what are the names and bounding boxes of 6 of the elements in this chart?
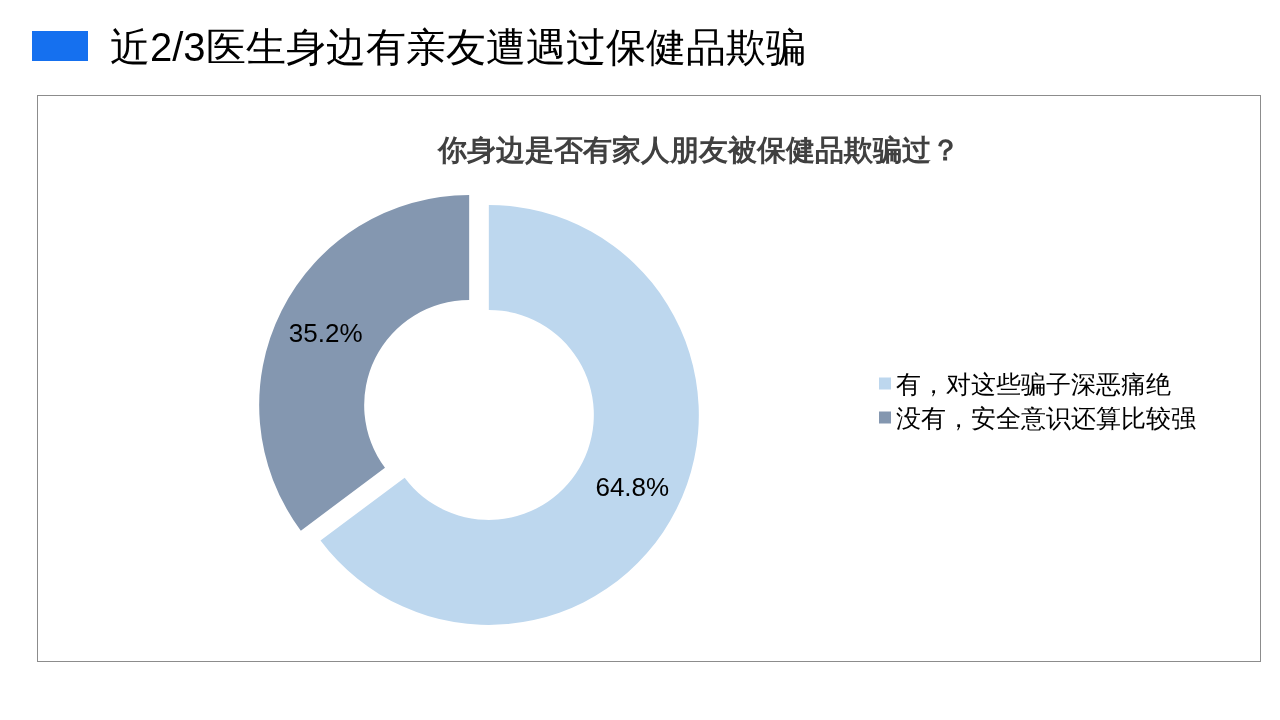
legend-label: 没有，安全意识还算比较强 bbox=[896, 403, 1196, 432]
legend-label: 有，对这些骗子深恶痛绝 bbox=[896, 369, 1171, 398]
chart-subtitle: 你身边是否有家人朋友被保健品欺骗过？ bbox=[436, 133, 960, 166]
data-label: 64.8% bbox=[595, 471, 670, 502]
chart-title: 近2/3医生身边有亲友遭遇过保健品欺骗 bbox=[110, 24, 806, 71]
data-label: 35.2% bbox=[288, 318, 363, 349]
